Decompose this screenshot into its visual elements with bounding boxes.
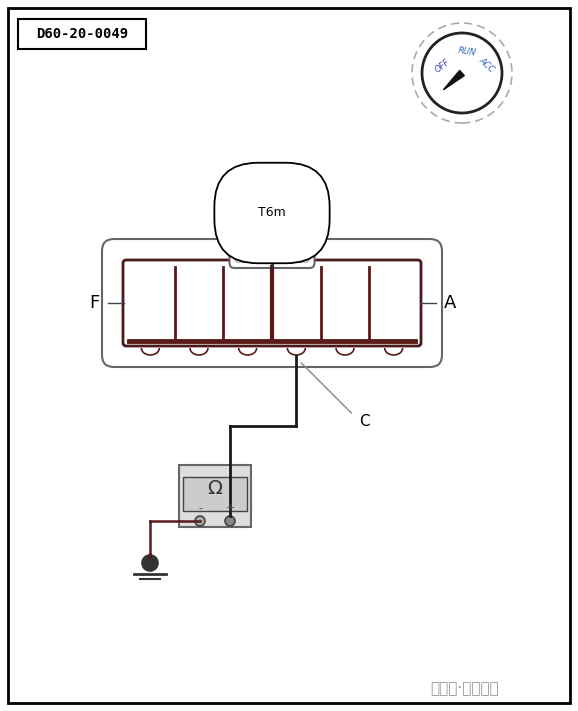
Text: Ω: Ω [208, 479, 223, 498]
Circle shape [422, 33, 502, 113]
FancyBboxPatch shape [235, 242, 309, 262]
Text: OFF: OFF [434, 58, 452, 75]
Text: RUN: RUN [457, 46, 477, 58]
Text: -: - [198, 503, 202, 513]
Circle shape [412, 23, 512, 123]
FancyBboxPatch shape [102, 239, 442, 367]
Bar [18, 19, 146, 49]
Text: ACC: ACC [477, 55, 497, 74]
Text: 中华网·汽车频道: 中华网·汽车频道 [431, 682, 499, 697]
Text: A: A [444, 294, 456, 312]
FancyBboxPatch shape [229, 236, 314, 268]
Text: +: + [225, 503, 235, 513]
Text: T6m: T6m [258, 206, 286, 220]
Circle shape [225, 516, 235, 526]
Text: C: C [360, 414, 370, 429]
Bar [179, 465, 251, 527]
Text: D60-20-0049: D60-20-0049 [36, 27, 128, 41]
Text: F: F [89, 294, 99, 312]
Circle shape [142, 555, 158, 571]
Bar [183, 477, 247, 511]
FancyBboxPatch shape [123, 260, 421, 346]
Circle shape [195, 516, 205, 526]
Polygon shape [443, 70, 464, 90]
